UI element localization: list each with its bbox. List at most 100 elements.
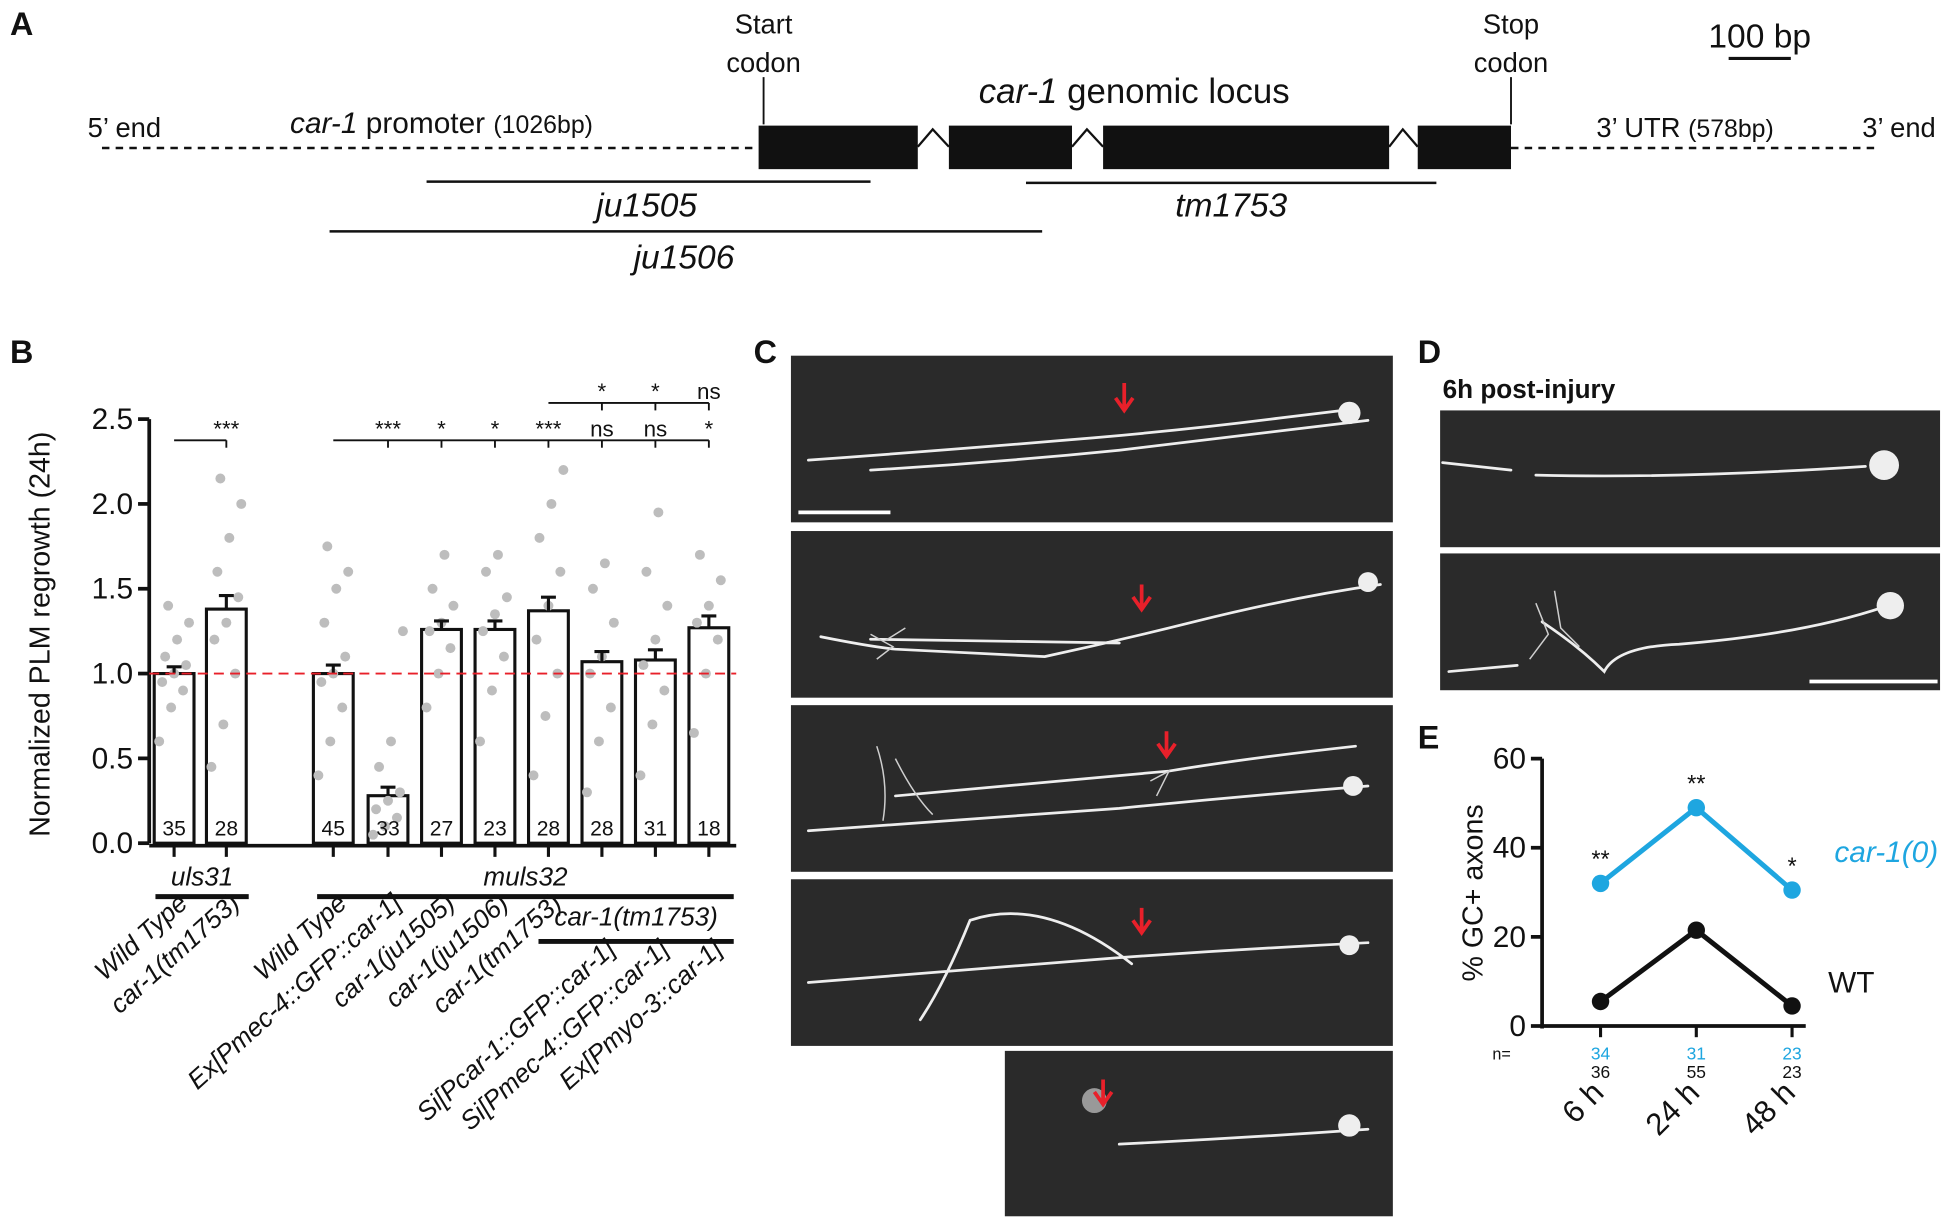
data-point — [421, 702, 432, 713]
panel-label: E — [1418, 720, 1440, 756]
data-point — [368, 829, 379, 840]
bar — [633, 658, 677, 845]
data-point — [534, 532, 545, 543]
line — [1599, 927, 1794, 1008]
soma — [1339, 935, 1360, 956]
neuron — [819, 583, 1382, 659]
n-label: 34 — [1591, 1044, 1611, 1064]
group-label: muls32 — [483, 861, 568, 891]
group-label: car-1(tm1753) — [554, 901, 718, 931]
sig-label: ns — [697, 379, 721, 404]
y-tick-label: 1.5 — [92, 573, 133, 606]
sig-label: *** — [535, 417, 561, 442]
sig-label: *** — [375, 417, 401, 442]
error-bar — [325, 663, 341, 674]
neuron — [1117, 1127, 1370, 1146]
deletion-label: ju1506 — [630, 240, 735, 277]
n-label: 27 — [430, 818, 454, 841]
data-point — [478, 626, 488, 637]
stop-label: Stop — [1483, 9, 1539, 40]
data-point — [715, 575, 726, 586]
point — [1783, 881, 1801, 899]
data-point — [163, 600, 174, 611]
soma — [1343, 776, 1364, 796]
data-point — [498, 651, 509, 662]
y-tick-label: 1.0 — [92, 658, 133, 691]
n-label: 55 — [1687, 1062, 1706, 1082]
text: genomic locus — [1067, 72, 1290, 111]
data-point — [319, 617, 330, 628]
cut-arrow — [1131, 584, 1152, 613]
sig-label: ns — [590, 417, 614, 442]
legend-label: WT — [1828, 966, 1874, 999]
data-point — [166, 702, 177, 713]
bar — [311, 672, 355, 845]
data-point — [218, 719, 229, 730]
data-point — [650, 634, 661, 645]
y-tick-label: 2.5 — [92, 403, 133, 436]
n-label: 31 — [644, 818, 668, 841]
data-point — [172, 634, 183, 645]
charts: B Normalized PLM regrowth (24h) 0.0 0.5 1.0 1… — [10, 334, 1938, 1142]
locus-label: car-1 genomic locus — [979, 72, 1290, 111]
soma — [1876, 591, 1904, 620]
gene: car-1 — [979, 72, 1058, 111]
data-point — [635, 770, 646, 781]
y-tick-label: 0.5 — [92, 742, 133, 775]
n-label: 23 — [1782, 1044, 1801, 1064]
exon — [1103, 125, 1390, 170]
scale-label: 100 bp — [1708, 18, 1811, 55]
start-label: codon — [726, 47, 801, 78]
data-point — [712, 634, 723, 645]
data-point — [528, 770, 539, 781]
panel-label: A — [10, 6, 33, 42]
cut-arrow — [1131, 907, 1152, 936]
data-point — [178, 685, 189, 696]
three-end: 3’ end — [1862, 112, 1936, 143]
data-point — [160, 651, 171, 662]
group-label: uls31 — [171, 861, 233, 891]
neuron — [806, 409, 1370, 472]
point — [1687, 921, 1706, 939]
micrograph — [1440, 553, 1941, 691]
data-point — [492, 549, 503, 560]
data-point — [587, 583, 598, 594]
data-point — [331, 583, 342, 594]
n-label: 23 — [483, 818, 507, 841]
data-point — [659, 685, 670, 696]
gene: car-1 — [290, 107, 357, 140]
data-point — [688, 727, 699, 738]
x-tick-label: 6 h — [1555, 1075, 1610, 1130]
y-tick-label: 0 — [1509, 1010, 1526, 1043]
n-label: 23 — [1782, 1062, 1801, 1082]
bar — [420, 627, 463, 845]
introns — [916, 127, 1419, 148]
n-prefix: n= — [1492, 1046, 1510, 1064]
sig-label: *** — [213, 417, 239, 442]
panel-d: D 6h post-injury — [1418, 334, 1941, 691]
deletion-label: ju1505 — [592, 187, 697, 224]
data-point — [343, 566, 354, 577]
data-point — [181, 660, 192, 671]
data-point — [703, 600, 714, 611]
exon — [948, 125, 1073, 170]
data-point — [599, 558, 610, 569]
data-point — [662, 600, 673, 611]
y-tick-label: 0.0 — [92, 827, 133, 860]
error-bar — [218, 593, 234, 610]
data-point — [439, 549, 450, 560]
data-point — [215, 473, 226, 484]
text: promoter — [366, 107, 485, 140]
data-point — [391, 812, 402, 823]
panel-c: C — [754, 334, 1393, 1217]
data-point — [638, 660, 649, 671]
y-axis-label: % GC+ axons — [1457, 804, 1489, 981]
data-point — [371, 804, 382, 815]
exon — [1417, 125, 1512, 170]
sig-label: * — [1787, 854, 1796, 880]
x-tick-label: 24 h — [1639, 1075, 1707, 1143]
data-point — [445, 643, 456, 654]
point — [1591, 992, 1610, 1011]
data-point — [691, 617, 702, 628]
